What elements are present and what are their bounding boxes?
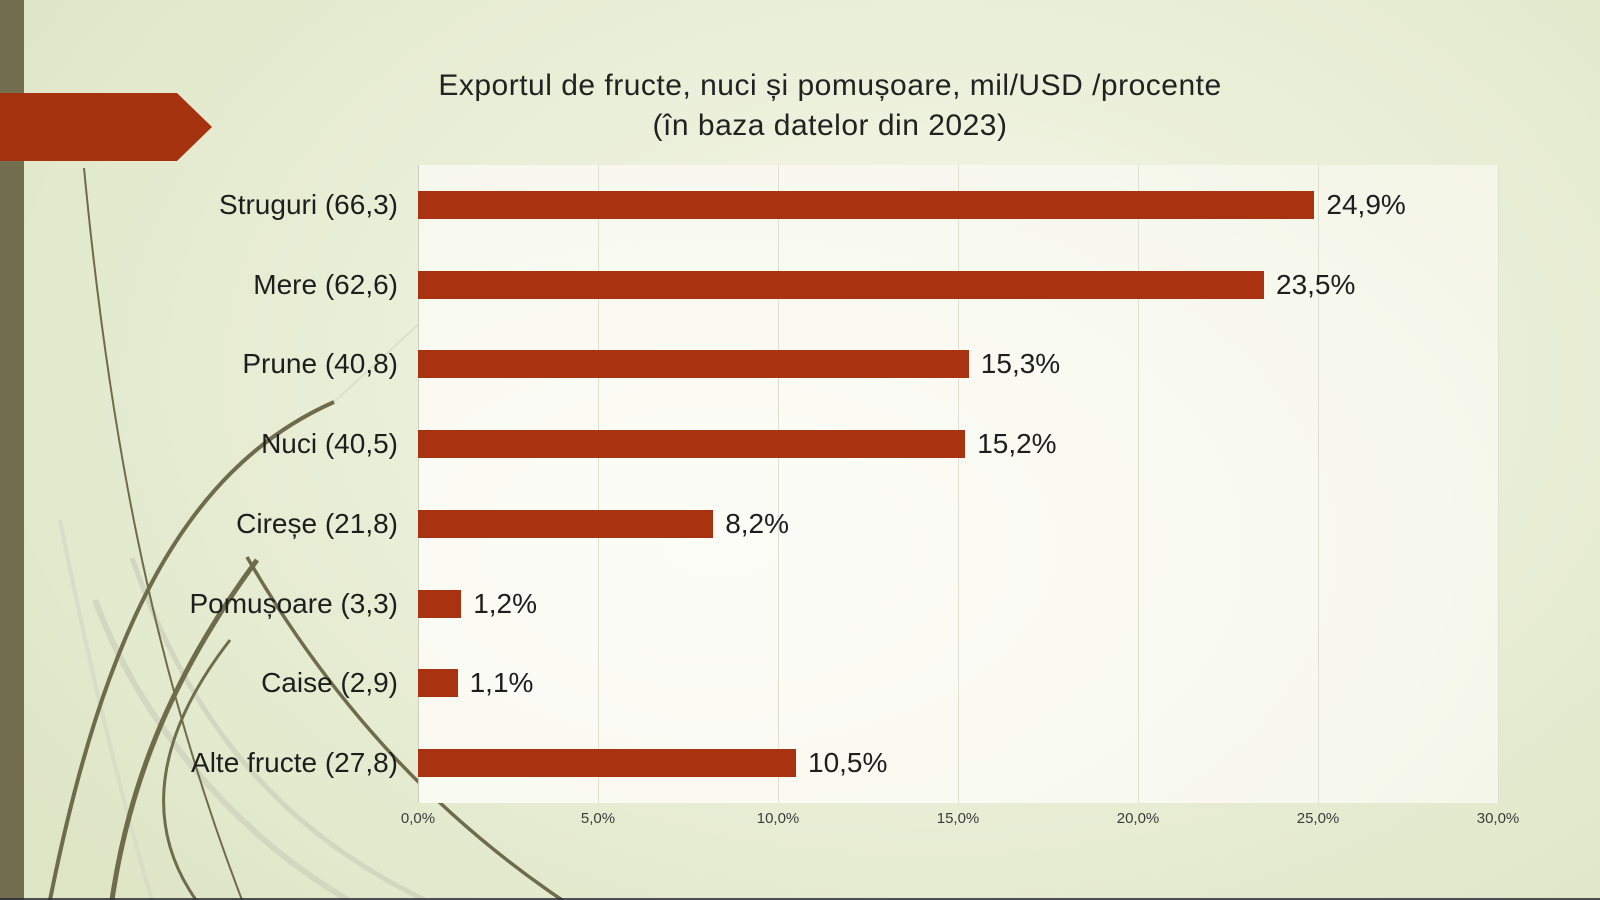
x-tick-label: 0,0% — [400, 810, 436, 827]
x-axis: 0,0% 5,0% 10,0% 15,0% 20,0% 25,0% 30,0% — [401, 810, 1519, 834]
bar — [418, 430, 966, 459]
bar-track: 10,5% — [418, 747, 1498, 779]
value-label: 24,9% — [1326, 188, 1406, 220]
value-label: 23,5% — [1276, 268, 1356, 300]
bar-rows: Struguri (66,3) 24,9% Mere (62,6) 23,5% Prun… — [60, 165, 1498, 803]
category-label: Pomușoare (3,3) — [189, 587, 398, 619]
x-tick-label: 20,0% — [1116, 810, 1160, 827]
gridline — [418, 165, 419, 803]
arrow-decoration — [0, 93, 212, 161]
value-label: 8,2% — [725, 507, 790, 539]
bar — [418, 749, 796, 778]
bar-track: 1,2% — [418, 588, 1498, 620]
bar-track: 24,9% — [418, 189, 1498, 221]
x-tick-label: 15,0% — [936, 810, 980, 827]
bar-row: Struguri (66,3) 24,9% — [60, 165, 1498, 245]
bar-row: Pomușoare (3,3) 1,2% — [60, 564, 1498, 644]
bar-track: 1,1% — [418, 667, 1498, 699]
x-tick-label: 30,0% — [1476, 810, 1520, 827]
category-label: Cireșe (21,8) — [236, 507, 398, 539]
bar-track: 15,2% — [418, 428, 1498, 460]
category-label: Nuci (40,5) — [261, 428, 398, 460]
bar — [418, 190, 1315, 219]
bar-track: 15,3% — [418, 348, 1498, 380]
bar — [418, 270, 1264, 299]
bar — [418, 350, 969, 379]
bar-row: Caise (2,9) 1,1% — [60, 644, 1498, 724]
category-label: Alte fructe (27,8) — [191, 747, 398, 779]
gridline — [598, 165, 599, 803]
value-label: 15,2% — [977, 428, 1057, 460]
chart-title-line2: (în baza datelor din 2023) — [652, 109, 1008, 142]
x-tick-label: 5,0% — [580, 810, 616, 827]
bar — [418, 509, 714, 538]
value-label: 1,1% — [469, 667, 534, 699]
x-tick-label: 25,0% — [1296, 810, 1340, 827]
gridline — [1138, 165, 1139, 803]
bar — [418, 669, 458, 698]
bar — [418, 589, 462, 618]
bar-row: Cireșe (21,8) 8,2% — [60, 484, 1498, 564]
bar-row: Mere (62,6) 23,5% — [60, 245, 1498, 325]
value-label: 1,2% — [473, 587, 538, 619]
gridline — [958, 165, 959, 803]
category-label: Struguri (66,3) — [219, 188, 398, 220]
gridline — [1498, 165, 1499, 803]
category-label: Caise (2,9) — [261, 667, 398, 699]
gridline — [778, 165, 779, 803]
chart-title-line1: Exportul de fructe, nuci și pomușoare, m… — [438, 69, 1222, 102]
bottom-edge-line — [0, 898, 1600, 900]
category-label: Mere (62,6) — [253, 268, 398, 300]
bar-track: 23,5% — [418, 269, 1498, 301]
x-tick-label: 10,0% — [756, 810, 800, 827]
value-label: 10,5% — [808, 747, 888, 779]
value-label: 15,3% — [980, 348, 1061, 380]
gridline — [1318, 165, 1319, 803]
bar-track: 8,2% — [418, 508, 1498, 540]
bar-row: Alte fructe (27,8) 10,5% — [60, 723, 1498, 803]
bar-row: Prune (40,8) 15,3% — [60, 325, 1498, 405]
chart-title: Exportul de fructe, nuci și pomușoare, m… — [230, 66, 1430, 146]
category-label: Prune (40,8) — [242, 348, 398, 380]
bar-row: Nuci (40,5) 15,2% — [60, 404, 1498, 484]
